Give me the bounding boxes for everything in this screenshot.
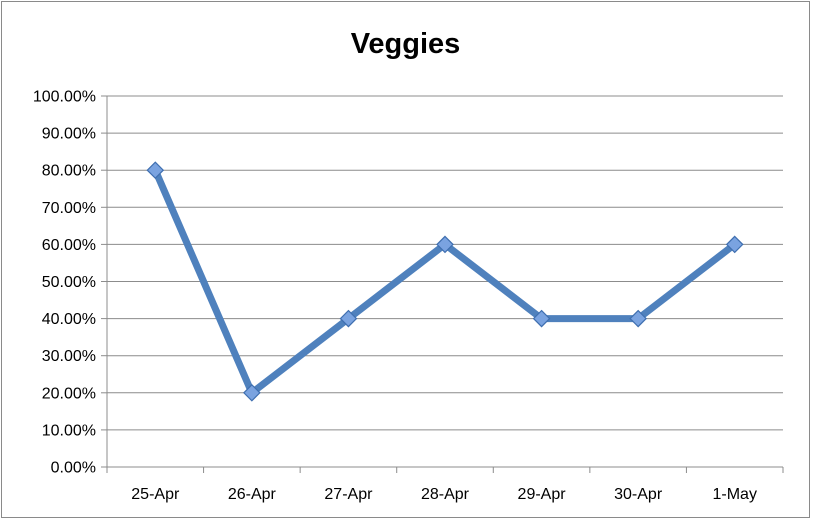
y-tick-label: 10.00% xyxy=(42,422,96,439)
y-tick-label: 80.00% xyxy=(42,163,96,180)
gridlines xyxy=(107,95,783,431)
x-tick-label: 29-Apr xyxy=(518,486,567,503)
y-tick-label: 60.00% xyxy=(42,237,96,254)
x-tick-labels: 25-Apr 26-Apr 27-Apr 28-Apr 29-Apr 30-Apr 1-Ma… xyxy=(131,486,757,503)
x-tick-label: 28-Apr xyxy=(421,486,470,503)
series-layer xyxy=(146,161,744,402)
x-tick-label: 25-Apr xyxy=(131,486,180,503)
y-tick-label: 20.00% xyxy=(42,385,96,402)
data-point-marker xyxy=(629,309,647,328)
axes xyxy=(101,95,784,473)
y-tick-label: 90.00% xyxy=(42,126,96,143)
y-tick-label: 30.00% xyxy=(42,348,96,365)
data-point-marker xyxy=(725,235,744,254)
y-tick-label: 70.00% xyxy=(42,200,96,217)
data-point-marker xyxy=(532,309,551,328)
y-tick-label: 100.00% xyxy=(33,89,96,106)
data-point-marker xyxy=(146,161,165,180)
y-tick-label: 50.00% xyxy=(42,274,96,291)
data-point-marker xyxy=(243,383,261,402)
y-tick-label: 0.00% xyxy=(51,460,96,477)
chart-title: Veggies xyxy=(350,28,461,60)
x-tick-label: 1-May xyxy=(712,486,756,503)
data-point-marker xyxy=(436,235,454,254)
x-tick-label: 30-Apr xyxy=(614,486,663,503)
x-tick-label: 27-Apr xyxy=(324,486,373,503)
y-tick-labels: 0.00% 10.00% 20.00% 30.00% 40.00% 50.00% 60.00… xyxy=(33,89,96,477)
y-tick-label: 40.00% xyxy=(42,311,96,328)
data-point-marker xyxy=(339,309,358,328)
x-tick-label: 26-Apr xyxy=(228,486,277,503)
